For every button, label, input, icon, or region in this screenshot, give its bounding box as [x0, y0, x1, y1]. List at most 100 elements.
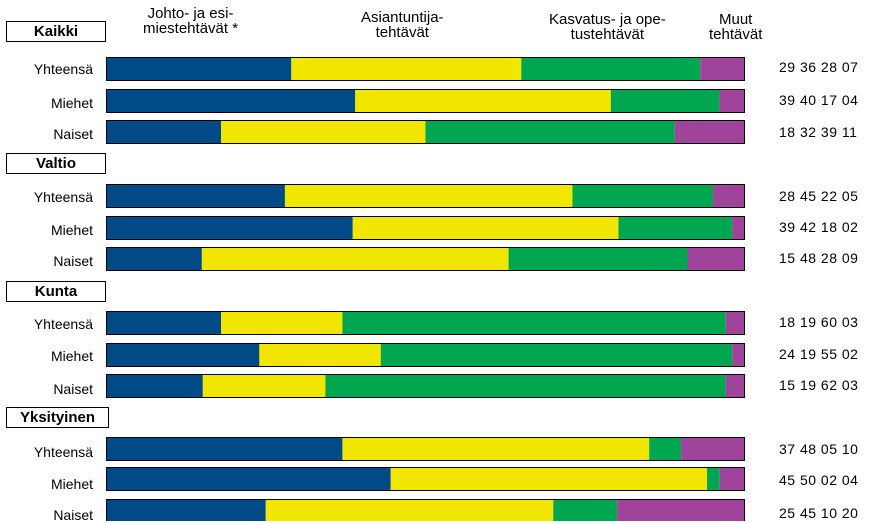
- bar-segment-muut: [732, 343, 745, 367]
- bar-outline: [106, 499, 745, 521]
- row-label: Miehet: [50, 222, 93, 238]
- bar-outline: [106, 247, 745, 271]
- row-values: 25 45 10 20: [779, 505, 859, 521]
- bar-segment-kasvatus: [572, 184, 714, 208]
- row-values: 15 48 28 09: [779, 250, 859, 266]
- bar-segment-johto: [106, 343, 260, 367]
- bar-outline: [106, 374, 745, 398]
- bar-segment-asiantuntija: [221, 311, 343, 335]
- bar-segment-muut: [674, 120, 745, 144]
- header-kasvatus-line1: Kasvatus- ja ope-: [549, 11, 666, 28]
- bar-segment-muut: [719, 467, 745, 491]
- row-label: Miehet: [50, 348, 93, 364]
- row-label: Naiset: [53, 381, 93, 397]
- row-values: 15 19 62 03: [779, 377, 859, 393]
- bar-segment-muut: [732, 216, 745, 240]
- bar-outline: [106, 120, 745, 144]
- bar-segment-asiantuntija: [221, 120, 426, 144]
- header-asiantuntija-line2: tehtävät: [375, 24, 429, 41]
- bar-segment-asiantuntija: [201, 247, 509, 271]
- bar-outline: [106, 184, 745, 208]
- bar-outline: [106, 89, 745, 113]
- row-label: Naiset: [53, 126, 93, 142]
- row-label: Miehet: [50, 95, 93, 111]
- header-kasvatus-line2: tustehtävät: [570, 26, 645, 43]
- bar-outline: [106, 467, 745, 491]
- header-muut-line1: Muut: [719, 11, 753, 28]
- bar-segment-kasvatus: [425, 120, 675, 144]
- row-values: 18 32 39 11: [779, 124, 858, 140]
- group-box-yksityinen: Yksityinen: [6, 407, 109, 428]
- row-values: 39 42 18 02: [779, 219, 859, 235]
- header-johto-line2: miestehtävät *: [143, 20, 239, 37]
- bar-segment-kasvatus: [342, 311, 726, 335]
- bar-segment-johto: [106, 467, 391, 491]
- bar-segment-asiantuntija: [390, 467, 708, 491]
- bar-outline: [106, 343, 745, 367]
- bar-segment-asiantuntija: [202, 374, 326, 398]
- bar-segment-kasvatus: [618, 216, 733, 240]
- bar-segment-muut: [713, 184, 745, 208]
- row-values: 24 19 55 02: [779, 346, 859, 362]
- row-values: 39 40 17 04: [779, 92, 859, 108]
- header-johto-line1: Johto- ja esi-: [147, 5, 234, 22]
- bar-segment-kasvatus: [610, 89, 720, 113]
- header-johto: Johto- ja esi- miestehtävät *: [143, 6, 238, 36]
- group-box-valtio: Valtio: [6, 153, 106, 174]
- bar-segment-muut: [687, 247, 745, 271]
- header-asiantuntija-line1: Asiantuntija-: [361, 9, 444, 26]
- bar-segment-kasvatus: [508, 247, 688, 271]
- bar-segment-asiantuntija: [291, 57, 522, 81]
- bar-outline: [106, 57, 745, 81]
- bar-segment-muut: [725, 311, 745, 335]
- bar-segment-johto: [106, 216, 353, 240]
- bar-segment-johto: [106, 311, 222, 335]
- bar-segment-asiantuntija: [342, 437, 650, 461]
- bar-outline: [106, 216, 745, 240]
- bar-segment-johto: [106, 184, 285, 208]
- bar-segment-kasvatus: [553, 499, 618, 521]
- row-label: Naiset: [53, 507, 93, 523]
- bar-outline: [106, 437, 745, 461]
- bar-segment-kasvatus: [380, 343, 733, 367]
- bar-segment-johto: [106, 57, 292, 81]
- bar-segment-asiantuntija: [259, 343, 381, 367]
- row-values: 18 19 60 03: [779, 314, 859, 330]
- header-muut: Muut tehtävät: [709, 12, 762, 42]
- bar-segment-muut: [617, 499, 745, 521]
- row-values: 37 48 05 10: [779, 441, 859, 457]
- bar-segment-muut: [700, 57, 745, 81]
- row-label: Yhteensä: [33, 444, 93, 460]
- row-label: Naiset: [53, 253, 93, 269]
- bar-segment-kasvatus: [707, 467, 720, 491]
- bar-segment-asiantuntija: [355, 89, 611, 113]
- bar-segment-kasvatus: [649, 437, 682, 461]
- bar-segment-johto: [106, 120, 222, 144]
- group-box-kunta: Kunta: [6, 281, 106, 302]
- header-kasvatus: Kasvatus- ja ope- tustehtävät: [549, 12, 666, 42]
- header-asiantuntija: Asiantuntija- tehtävät: [361, 10, 444, 40]
- bar-outline: [106, 311, 745, 335]
- row-label: Yhteensä: [33, 316, 93, 332]
- bar-segment-asiantuntija: [284, 184, 573, 208]
- row-label: Yhteensä: [33, 61, 93, 77]
- bar-segment-johto: [106, 499, 266, 521]
- bar-segment-kasvatus: [521, 57, 701, 81]
- row-values: 29 36 28 07: [779, 59, 859, 75]
- bar-segment-muut: [681, 437, 745, 461]
- bar-segment-kasvatus: [325, 374, 726, 398]
- bar-segment-asiantuntija: [352, 216, 619, 240]
- bar-segment-asiantuntija: [265, 499, 554, 521]
- row-label: Miehet: [50, 476, 93, 492]
- row-values: 28 45 22 05: [779, 188, 859, 204]
- bar-segment-johto: [106, 89, 356, 113]
- bar-segment-muut: [719, 89, 745, 113]
- group-box-kaikki: Kaikki: [6, 21, 106, 42]
- row-values: 45 50 02 04: [779, 472, 859, 488]
- header-muut-line2: tehtävät: [709, 26, 763, 43]
- bar-segment-muut: [725, 374, 745, 398]
- row-label: Yhteensä: [33, 189, 93, 205]
- bar-segment-johto: [106, 437, 343, 461]
